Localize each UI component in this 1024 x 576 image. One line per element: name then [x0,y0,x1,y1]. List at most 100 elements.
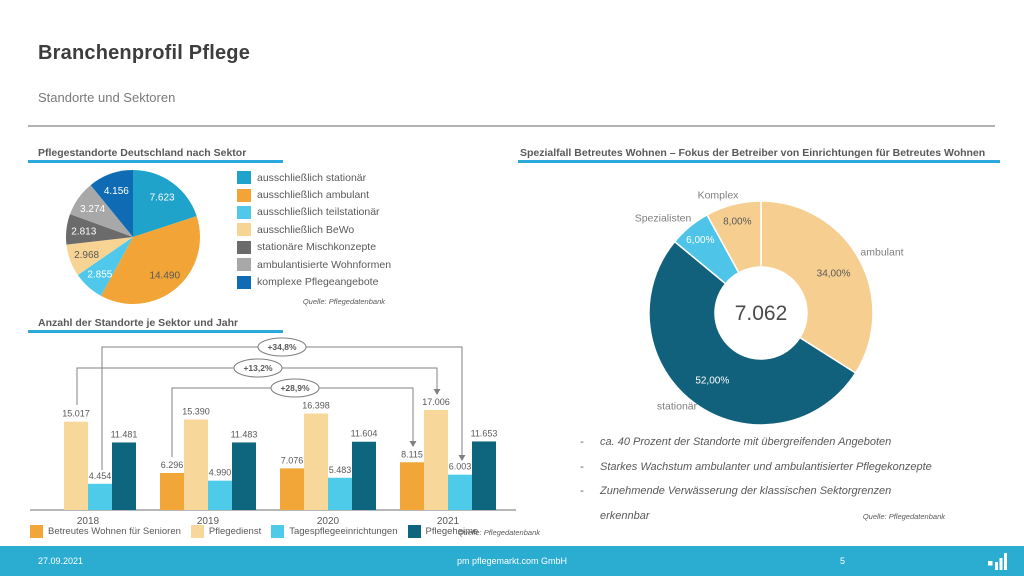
growth-badge-ellipse [270,378,320,398]
bar-chart-logo-icon [988,553,1007,570]
bar-value-label: 8.115 [401,449,423,459]
bar-rect [64,421,88,510]
bullet-item: - Starkes Wachstum ambulanter und ambulan… [580,455,962,480]
bullet-marker: - [580,485,584,497]
donut-section-title: Spezialfall Betreutes Wohnen – Fokus der… [520,147,986,159]
bullet-line: erkennbar [600,509,650,522]
donut-slice-0 [760,200,874,375]
pie-value-label: 7.623 [150,192,175,203]
legend-swatch [237,171,251,185]
bar-value-label: 15.017 [62,409,90,419]
donut-category-label: Spezialisten [635,213,692,225]
legend-item: ausschließlich ambulant [237,186,391,203]
bullet-item: - ca. 40 Prozent der Standorte mit übergr… [580,430,962,455]
legend-label: Pflegeheime [425,525,479,537]
bullet-text: Starkes Wachstum ambulanter und ambulant… [600,455,932,480]
bar-rect [424,409,448,510]
arrow-down-icon [458,455,466,461]
bar-legend: Betreutes Wohnen für Senioren Pflegediens… [30,524,488,538]
bar-rect [112,442,136,510]
legend-label: ausschließlich stationär [257,171,367,184]
pie-source: Quelle: Pflegedatenbank [302,297,385,306]
bar-rect [280,468,304,510]
legend-swatch [30,524,43,538]
arrow-down-icon [433,389,441,395]
pie-value-label: 4.156 [104,186,129,197]
bar-value-label: 5.483 [329,465,352,475]
legend-swatch [190,524,204,538]
bar-value-label: 7.076 [281,455,304,465]
footer-bar: 27.09.2021 pm pflegemarkt.com GmbH 5 [0,546,1024,576]
bar-value-label: 4.990 [209,468,232,478]
bar-category-label: 2020 [317,516,340,527]
pie-section-title: Pflegestandorte Deutschland nach Sektor [38,147,247,159]
donut-category-label: stationär [657,401,698,413]
bullet-line: ca. 40 Prozent der Standorte mit übergre… [600,436,892,448]
bar-value-label: 11.483 [231,429,258,439]
bar-rect [160,472,184,510]
bar-rect [88,483,112,510]
bar-value-label: 6.296 [161,460,184,470]
bar-rect [208,480,232,510]
bar-rect [448,474,472,510]
bar-category-label: 2021 [437,516,460,527]
header-divider [28,125,995,127]
pie-slice-5 [70,185,133,237]
legend-label: Betreutes Wohnen für Senioren [48,525,181,537]
pie-chart: 7.623 14.490 2.855 2.968 2.813 3.274 4.156 [65,170,201,305]
footer-company: pm pflegemarkt.com GmbH [456,556,568,566]
donut-value-label: 52,00% [695,376,729,387]
legend-item: Tagespflegeeinrichtungen [271,524,398,538]
legend-label: Tagespflegeeinrichtungen [289,525,398,537]
pie-slice-1 [101,216,201,305]
legend-swatch [237,205,251,219]
page-subtitle: Standorte und Sektoren [38,90,176,105]
legend-swatch [237,258,251,272]
arrow-down-icon [409,441,417,447]
bar-value-label: 11.481 [111,429,138,439]
legend-item: Betreutes Wohnen für Senioren [30,524,181,538]
legend-swatch [237,275,251,289]
bar-rect [232,442,256,510]
donut-category-label: Komplex [698,190,740,202]
bar-rect [472,441,496,510]
bullet-item: - Zunehmende Verwässerung der klassischen… [580,479,962,528]
bullet-marker: - [580,460,584,473]
pie-legend: ausschließlich stationär ausschließlich a… [237,169,391,291]
bar-value-label: 17.006 [422,397,450,407]
bar-section-underline [28,330,283,333]
legend-swatch [237,188,251,202]
pie-value-label: 3.274 [80,204,105,215]
donut-slice-3 [706,200,762,274]
legend-item: ausschließlich teilstationär [237,204,391,221]
bar-value-label: 11.653 [471,428,498,438]
legend-swatch [237,223,251,237]
donut-chart: 34,00% ambulant 52,00% stationär 6,00% Spezia… [635,190,904,426]
pie-section-underline [28,160,283,163]
bullet-line: Starkes Wachstum ambulanter und ambulant… [600,460,932,473]
bar-value-label: 4.454 [89,471,112,481]
bar-rect [352,441,376,510]
growth-badge-label: +13,2% [243,363,273,373]
donut-center-value: 7.062 [735,302,788,325]
bar-category-label: 2018 [77,516,100,527]
bar-rect [328,477,352,510]
legend-label: ausschließlich BeWo [257,223,355,236]
legend-label: ausschließlich ambulant [257,189,370,202]
footer-page-number: 5 [840,556,846,566]
legend-label: ambulantisierte Wohnformen [257,258,392,271]
legend-swatch [237,240,251,254]
pie-value-label: 14.490 [149,271,180,282]
legend-label: komplexe Pflegeangebote [257,276,379,289]
legend-item: Pflegeheime [407,524,479,538]
pie-slice-0 [133,170,197,237]
pie-slice-4 [65,214,133,245]
legend-item: komplexe Pflegeangebote [237,273,391,290]
donut-slice-1 [648,240,857,426]
legend-swatch [271,524,285,538]
donut-source: Quelle: Pflegedatenbank [862,512,945,521]
page-title: Branchenprofil Pflege [38,42,251,64]
growth-badge-label: +28,9% [280,383,310,393]
legend-item: ausschließlich stationär [237,169,391,186]
legend-item: ambulantisierte Wohnformen [237,256,391,273]
